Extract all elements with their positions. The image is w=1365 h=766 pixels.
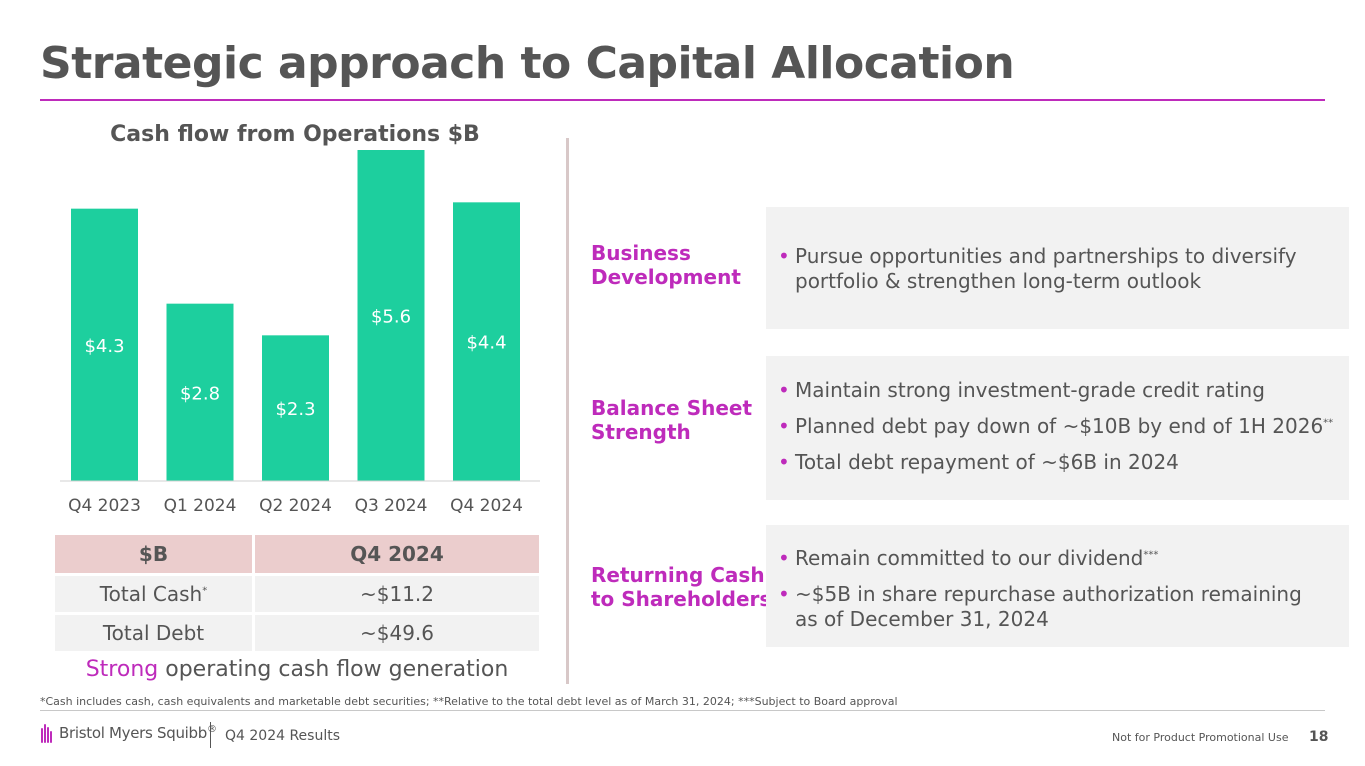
footer-separator <box>210 722 211 748</box>
page-number: 18 <box>1309 729 1329 745</box>
vertical-divider <box>566 138 569 684</box>
title-divider <box>40 99 1325 101</box>
bullet-item: • Maintain strong investment-grade credit… <box>778 378 1265 402</box>
slide-title: Strategic approach to Capital Allocation <box>40 38 1015 89</box>
bullet-item: • ~$5B in share repurchase authorization … <box>778 582 1302 631</box>
bar-value-label: $4.3 <box>84 336 124 357</box>
table-row-value: ~$11.2 <box>255 576 539 612</box>
cash-debt-table: $B Q4 2024 Total Cash* ~$11.2 Total Debt… <box>55 532 539 654</box>
section-label-business-development: Business Development <box>591 241 741 289</box>
table-row: Total Debt ~$49.6 <box>55 615 539 651</box>
bar-q3-2024 <box>357 150 425 481</box>
bms-logo-icon <box>41 724 52 743</box>
bar-q4-2024 <box>453 202 520 482</box>
footnote: *Cash includes cash, cash equivalents an… <box>40 695 898 708</box>
company-logo: Bristol Myers Squibb® <box>40 723 217 743</box>
bar-q2-2024 <box>262 335 329 481</box>
footer-divider <box>40 710 1325 711</box>
chart-tagline: Strong operating cash flow generation <box>85 657 509 682</box>
document-name: Q4 2024 Results <box>225 728 341 744</box>
x-tick-label: Q1 2024 <box>164 496 237 516</box>
cash-flow-bar-chart: $4.3 Q4 2023 $2.8 Q1 2024 $2.3 Q2 2024 $5.6 Q3 … <box>60 150 540 516</box>
table-header-unit: $B <box>55 535 255 573</box>
x-tick-label: Q3 2024 <box>355 496 428 516</box>
table-row-label: Total Cash* <box>55 576 255 612</box>
section-label-returning-cash: Returning Cash to Shareholders <box>591 563 772 611</box>
bullet-item: • Total debt repayment of ~$6B in 2024 <box>778 450 1179 474</box>
disclaimer: Not for Product Promotional Use <box>1112 731 1289 744</box>
chart-title: Cash flow from Operations $B <box>110 122 480 147</box>
x-tick-label: Q2 2024 <box>259 496 332 516</box>
section-box-returning-cash: • Remain committed to our dividend*** • ~$… <box>766 525 1349 647</box>
table-row-label: Total Debt <box>55 615 255 651</box>
bullet-item: • Pursue opportunities and partnerships t… <box>778 244 1297 293</box>
bullet-item: • Planned debt pay down of ~$10B by end o… <box>778 414 1334 438</box>
x-tick-label: Q4 2023 <box>68 496 141 516</box>
table-row-value: ~$49.6 <box>255 615 539 651</box>
section-box-business-development: • Pursue opportunities and partnerships t… <box>766 207 1349 329</box>
section-box-balance-sheet: • Maintain strong investment-grade credit… <box>766 356 1349 500</box>
table-header-period: Q4 2024 <box>255 535 539 573</box>
bar-value-label: $2.8 <box>180 383 220 404</box>
bar-q1-2024 <box>166 303 234 481</box>
section-label-balance-sheet: Balance Sheet Strength <box>591 396 753 444</box>
bar-value-label: $2.3 <box>275 399 315 420</box>
bar-value-label: $4.4 <box>466 333 506 354</box>
bullet-item: • Remain committed to our dividend*** <box>778 546 1159 570</box>
table-header-row: $B Q4 2024 <box>55 535 539 573</box>
bar-value-label: $5.6 <box>371 307 411 328</box>
table-row: Total Cash* ~$11.2 <box>55 576 539 612</box>
x-tick-label: Q4 2024 <box>450 496 523 516</box>
bar-q4-2023 <box>71 208 138 481</box>
